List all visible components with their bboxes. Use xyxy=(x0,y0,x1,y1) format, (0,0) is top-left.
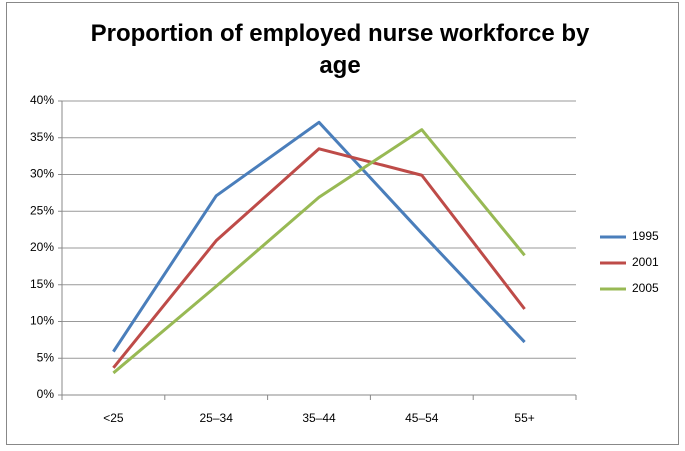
y-tick-label: 10% xyxy=(30,314,54,328)
line-series xyxy=(112,128,526,375)
x-tick-label: 35–44 xyxy=(302,411,336,425)
x-tick-label: 45–54 xyxy=(405,411,439,425)
y-tick-label: 25% xyxy=(30,203,54,217)
y-tick-label: 30% xyxy=(30,167,54,181)
x-tick-label: 55+ xyxy=(514,411,534,425)
x-tick-label: <25 xyxy=(103,411,124,425)
chart-border xyxy=(6,2,679,445)
y-tick-label: 15% xyxy=(30,277,54,291)
y-tick-label: 40% xyxy=(30,93,54,107)
y-tick-label: 20% xyxy=(30,240,54,254)
legend-label: 2001 xyxy=(632,255,659,269)
line-series xyxy=(112,147,526,369)
legend-label: 2005 xyxy=(632,281,659,295)
line-series xyxy=(112,120,526,353)
legend-label: 1995 xyxy=(632,229,659,243)
chart-title: Proportion of employed nurse workforce b… xyxy=(90,20,590,79)
y-tick-label: 35% xyxy=(30,130,54,144)
x-tick-label: 25–34 xyxy=(200,411,234,425)
y-tick-label: 0% xyxy=(37,387,55,401)
y-tick-label: 5% xyxy=(37,350,55,364)
